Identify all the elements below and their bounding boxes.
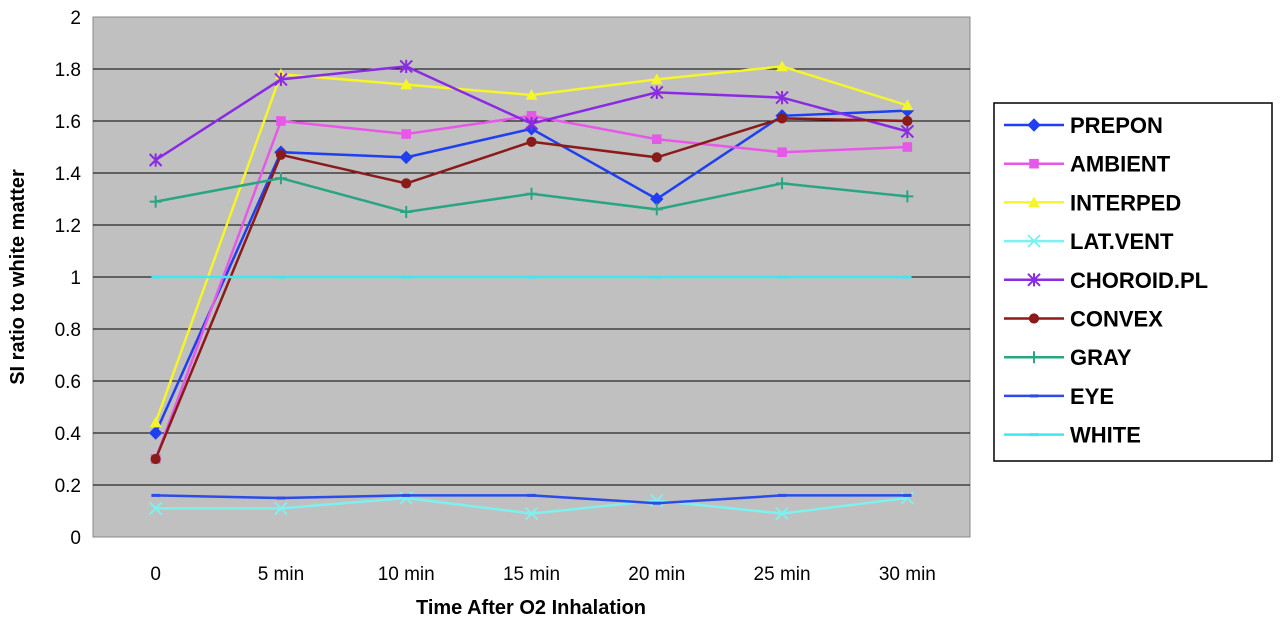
y-tick-label: 1.2 — [55, 216, 81, 237]
legend-item: CHOROID.PL — [1004, 268, 1208, 293]
legend-label: EYE — [1070, 384, 1114, 409]
data-point — [149, 195, 162, 208]
data-point — [525, 89, 538, 100]
y-tick-label: 0 — [70, 528, 81, 549]
data-point — [1028, 351, 1040, 364]
series-eye — [151, 493, 912, 505]
data-point — [1028, 313, 1040, 324]
data-point — [650, 85, 664, 100]
data-point — [524, 506, 539, 521]
data-point — [650, 73, 663, 85]
data-point — [902, 115, 913, 127]
legend-label: GRAY — [1070, 345, 1132, 370]
x-tick-label: 0 — [150, 564, 161, 585]
x-tick-label: 20 min — [628, 564, 685, 585]
legend-item: AMBIENT — [1004, 152, 1171, 177]
legend-label: INTERPED — [1070, 190, 1181, 215]
legend-label: PREPON — [1070, 113, 1163, 138]
legend-item: PREPON — [1004, 113, 1163, 138]
data-point — [148, 426, 163, 440]
legend-item: EYE — [1004, 384, 1114, 409]
x-axis-title: Time After O2 Inhalation — [416, 597, 646, 619]
data-point — [399, 59, 413, 74]
data-point — [775, 506, 789, 521]
x-tick-label: 15 min — [503, 564, 560, 585]
data-point — [401, 178, 412, 189]
data-point — [400, 206, 413, 218]
data-point — [775, 90, 789, 105]
x-axis: 0 5 min 10 min 15 min 20 min 25 min 30 min — [150, 564, 936, 585]
data-point — [901, 99, 914, 111]
data-point — [275, 149, 287, 160]
y-tick-label: 0.2 — [55, 476, 81, 497]
data-point — [526, 136, 537, 147]
legend-item: GRAY — [1004, 345, 1132, 370]
series-gray — [149, 172, 914, 218]
data-point — [400, 78, 413, 90]
legend-label: LAT.VENT — [1070, 229, 1174, 254]
series-choroid-pl — [148, 59, 915, 167]
data-point — [276, 116, 286, 126]
data-point — [274, 172, 287, 185]
y-tick-label: 0.4 — [55, 424, 82, 445]
data-point — [1029, 158, 1039, 169]
y-tick-label: 1.6 — [55, 112, 81, 133]
y-tick-label: 1.4 — [55, 164, 82, 185]
data-point — [399, 150, 413, 165]
data-point — [651, 134, 662, 144]
legend-item: INTERPED — [1004, 190, 1181, 215]
data-point — [526, 111, 537, 121]
data-point — [274, 501, 288, 516]
data-point — [1028, 196, 1040, 208]
data-point — [148, 501, 163, 516]
y-axis-title: SI ratio to white matter — [7, 169, 29, 385]
data-point — [776, 113, 788, 124]
series-convex — [150, 113, 913, 465]
x-tick-label: 25 min — [754, 564, 811, 585]
legend-label: CONVEX — [1070, 307, 1163, 332]
data-point — [902, 142, 913, 152]
x-tick-label: 10 min — [378, 564, 435, 585]
data-point — [901, 190, 914, 203]
data-point — [651, 152, 662, 163]
x-tick-label: 30 min — [879, 564, 936, 585]
gridlines — [93, 68, 970, 486]
y-tick-label: 1 — [70, 268, 81, 289]
data-point — [776, 60, 789, 72]
series-layer — [148, 59, 915, 521]
data-point — [149, 416, 162, 428]
data-point — [1027, 234, 1041, 248]
y-tick-label: 1.8 — [55, 60, 81, 81]
y-tick-label: 0.8 — [55, 320, 81, 341]
legend-label: WHITE — [1070, 423, 1141, 448]
series-ambient — [150, 111, 913, 464]
data-point — [524, 116, 539, 131]
data-point — [777, 147, 787, 157]
x-tick-label: 5 min — [258, 564, 304, 585]
data-point — [1027, 273, 1041, 287]
y-axis: 0 0.2 0.4 0.6 0.8 1 1.2 1.4 1.6 1.8 2 — [55, 8, 82, 549]
data-point — [650, 203, 663, 216]
legend-label: AMBIENT — [1070, 152, 1171, 177]
data-point — [401, 129, 412, 139]
legend: PREPON AMBIENT INTERPED LAT.VENT CHOROID.PL C… — [1004, 113, 1208, 448]
legend-item: LAT.VENT — [1004, 229, 1174, 254]
y-tick-label: 2 — [70, 8, 81, 29]
data-point — [150, 453, 161, 465]
data-point — [900, 124, 915, 139]
legend-item: CONVEX — [1004, 307, 1163, 332]
data-point — [274, 72, 288, 87]
y-tick-label: 0.6 — [55, 372, 81, 393]
legend-label: CHOROID.PL — [1070, 268, 1208, 293]
data-point — [525, 187, 538, 200]
data-point — [776, 177, 789, 190]
data-point — [148, 153, 163, 167]
legend-item: WHITE — [1004, 423, 1141, 448]
data-point — [1027, 118, 1041, 132]
